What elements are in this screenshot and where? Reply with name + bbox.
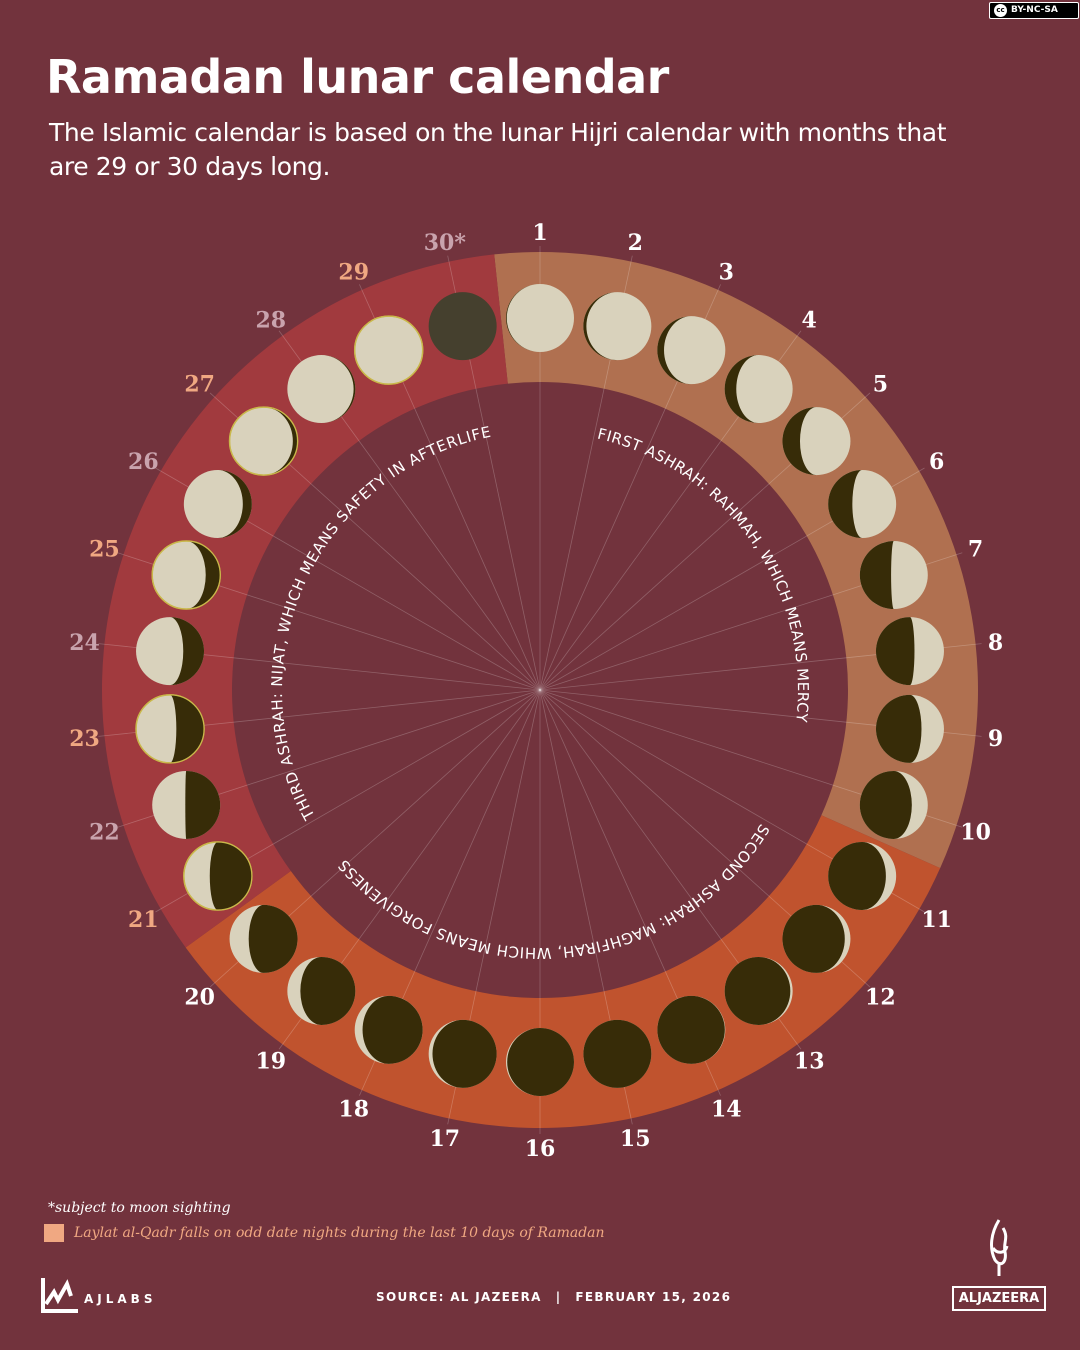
day-label: 9 xyxy=(988,726,1003,752)
moon-phase-day-15 xyxy=(583,1019,652,1088)
creative-commons-icon: cc xyxy=(994,4,1007,17)
day-label: 3 xyxy=(719,260,734,286)
moon-phase-day-23 xyxy=(135,694,205,764)
page-subtitle: The Islamic calendar is based on the lun… xyxy=(49,118,947,181)
moon-phase-day-18 xyxy=(354,995,423,1064)
day-label: 30* xyxy=(424,230,467,256)
day-label: 24 xyxy=(69,630,100,656)
moon-phase-day-30 xyxy=(428,292,497,361)
aljazeera-logo: ALJAZEERA xyxy=(952,1218,1046,1311)
source-line: SOURCE: AL JAZEERA | FEBRUARY 15, 2026 xyxy=(376,1290,732,1304)
day-label: 23 xyxy=(69,726,100,752)
moon-phase-day-24 xyxy=(136,617,205,686)
day-label: 1 xyxy=(532,220,547,246)
moon-phase-day-14 xyxy=(657,995,726,1064)
day-label: 7 xyxy=(968,536,983,562)
moon-phase-day-4 xyxy=(724,355,793,424)
legend-swatch xyxy=(44,1224,64,1242)
ashrah-segment xyxy=(494,252,978,869)
ashrah-label-second: SECOND ASHRAH: MAGHFIRAH, WHICH MEANS FO… xyxy=(335,821,773,962)
day-label: 19 xyxy=(255,1049,286,1075)
aljazeera-calligraphy-icon xyxy=(990,1219,1009,1276)
day-label: 6 xyxy=(929,449,944,475)
moon-phase-day-19 xyxy=(287,956,356,1025)
moon-phase-day-21 xyxy=(183,841,253,911)
moon-phase-day-29 xyxy=(353,315,424,385)
day-label: 17 xyxy=(429,1126,460,1152)
day-label: 14 xyxy=(711,1096,742,1122)
day-label: 25 xyxy=(89,536,120,562)
moon-phase-day-12 xyxy=(782,904,851,973)
day-label: 28 xyxy=(255,307,286,333)
moon-phase-day-8 xyxy=(875,617,944,686)
day-label: 26 xyxy=(128,449,159,475)
day-label: 20 xyxy=(184,984,215,1010)
ajlabs-chart-icon xyxy=(41,1278,78,1313)
moon-phase-day-26 xyxy=(183,470,252,538)
day-label: 29 xyxy=(338,260,369,286)
moon-phase-day-22 xyxy=(152,770,221,839)
moon-phase-day-20 xyxy=(229,904,298,973)
moon-phase-day-28 xyxy=(287,355,356,424)
day-label: 15 xyxy=(620,1126,651,1152)
moon-phase-day-25 xyxy=(151,540,221,610)
moon-phase-day-1 xyxy=(506,284,574,352)
day-label: 11 xyxy=(921,907,952,933)
moon-phase-day-9 xyxy=(875,694,944,763)
day-label: 8 xyxy=(988,630,1003,656)
moon-phase-day-2 xyxy=(583,292,652,361)
legend-label: Laylat al-Qadr falls on odd date nights … xyxy=(74,1225,605,1241)
moon-phase-day-6 xyxy=(828,470,897,538)
day-label: 12 xyxy=(865,984,896,1010)
legend: Laylat al-Qadr falls on odd date nights … xyxy=(44,1224,605,1242)
day-label: 18 xyxy=(338,1096,369,1122)
ajlabs-logo: AJLABS xyxy=(40,1276,156,1314)
license-badge: cc BY-NC-SA xyxy=(989,2,1079,19)
day-label: 27 xyxy=(184,372,215,398)
day-label: 16 xyxy=(525,1136,556,1162)
moon-phase-day-27 xyxy=(228,406,299,476)
moon-phase-day-16 xyxy=(506,1028,574,1096)
day-label: 5 xyxy=(873,372,888,398)
moon-phase-day-5 xyxy=(782,407,851,476)
moon-phase-day-17 xyxy=(428,1019,497,1088)
moon-phase-day-13 xyxy=(724,956,793,1025)
day-label: 2 xyxy=(628,230,643,256)
ashrah-segment xyxy=(102,254,508,948)
moon-phase-day-11 xyxy=(828,842,897,910)
day-label: 4 xyxy=(802,307,817,333)
moon-phase-day-10 xyxy=(859,770,928,839)
day-label: 10 xyxy=(960,820,991,846)
day-label: 21 xyxy=(128,907,159,933)
moon-phase-day-7 xyxy=(859,541,928,610)
moon-phase-day-3 xyxy=(657,316,726,385)
page-title: Ramadan lunar calendar xyxy=(46,50,669,104)
day-label: 13 xyxy=(794,1049,825,1075)
footnote: *subject to moon sighting xyxy=(48,1200,231,1216)
day-label: 22 xyxy=(89,820,120,846)
